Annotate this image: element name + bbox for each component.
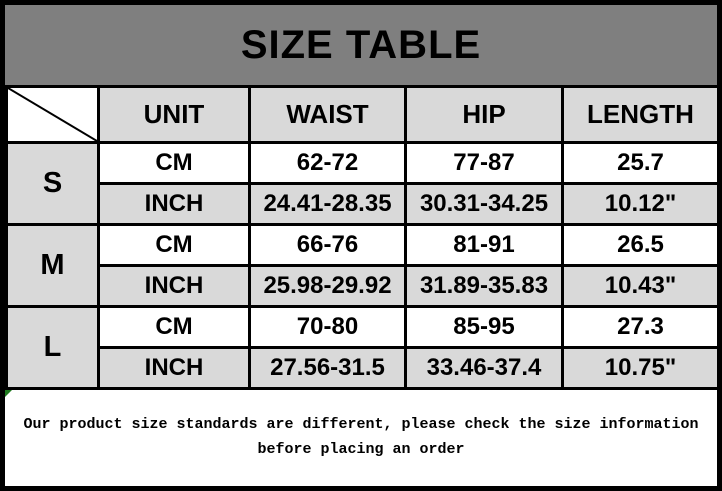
cell-s-cm-hip: 77-87 bbox=[404, 141, 564, 185]
footer-line-1: Our product size standards are different… bbox=[23, 416, 699, 434]
column-header-hip: HIP bbox=[404, 85, 564, 144]
cell-m-inch-hip: 31.89-35.83 bbox=[404, 264, 564, 308]
footer-note: Our product size standards are different… bbox=[5, 390, 717, 486]
title-bar: SIZE TABLE bbox=[5, 5, 717, 85]
header-row: UNIT WAIST HIP LENGTH bbox=[5, 85, 717, 144]
cell-m-inch-waist: 25.98-29.92 bbox=[248, 264, 407, 308]
size-label-l: L bbox=[5, 305, 100, 390]
cell-comment-marker-icon bbox=[5, 390, 12, 397]
cell-s-cm-unit: CM bbox=[97, 141, 251, 185]
cell-l-inch-length: 10.75" bbox=[561, 346, 717, 390]
column-header-waist: WAIST bbox=[248, 85, 407, 144]
cell-l-inch-hip: 33.46-37.4 bbox=[404, 346, 564, 390]
cell-m-cm-waist: 66-76 bbox=[248, 223, 407, 267]
cell-s-inch-length: 10.12" bbox=[561, 182, 717, 226]
cell-l-cm-length: 27.3 bbox=[561, 305, 717, 349]
cell-l-cm-unit: CM bbox=[97, 305, 251, 349]
cell-s-cm-waist: 62-72 bbox=[248, 141, 407, 185]
cell-m-cm-length: 26.5 bbox=[561, 223, 717, 267]
table-row-s-inch: INCH 24.41-28.35 30.31-34.25 10.12" bbox=[7, 182, 717, 226]
cell-s-cm-length: 25.7 bbox=[561, 141, 717, 185]
cell-s-inch-hip: 30.31-34.25 bbox=[404, 182, 564, 226]
table-row-m-inch: INCH 25.98-29.92 31.89-35.83 10.43" bbox=[7, 264, 717, 308]
footer-line-2: before placing an order bbox=[257, 441, 465, 458]
cell-m-inch-length: 10.43" bbox=[561, 264, 717, 308]
cell-m-inch-unit: INCH bbox=[97, 264, 251, 308]
column-header-unit: UNIT bbox=[97, 85, 251, 144]
cell-l-inch-waist: 27.56-31.5 bbox=[248, 346, 407, 390]
table-row-l-cm: L CM 70-80 85-95 27.3 bbox=[5, 305, 717, 390]
table-row-l-inch: INCH 27.56-31.5 33.46-37.4 10.75" bbox=[7, 346, 717, 390]
column-header-length: LENGTH bbox=[561, 85, 717, 144]
cell-s-inch-unit: INCH bbox=[97, 182, 251, 226]
cell-l-cm-hip: 85-95 bbox=[404, 305, 564, 349]
cell-l-cm-waist: 70-80 bbox=[248, 305, 407, 349]
page-title: SIZE TABLE bbox=[240, 22, 482, 67]
size-label-m: M bbox=[5, 223, 100, 308]
size-table: UNIT WAIST HIP LENGTH S CM 62-72 77-87 2… bbox=[5, 85, 717, 390]
diagonal-header-cell bbox=[5, 85, 100, 144]
diagonal-line-icon bbox=[8, 88, 97, 141]
cell-l-inch-unit: INCH bbox=[97, 346, 251, 390]
cell-s-inch-waist: 24.41-28.35 bbox=[248, 182, 407, 226]
table-row-m-cm: M CM 66-76 81-91 26.5 bbox=[5, 223, 717, 308]
table-row-s-cm: S CM 62-72 77-87 25.7 bbox=[5, 141, 717, 226]
cell-m-cm-hip: 81-91 bbox=[404, 223, 564, 267]
cell-m-cm-unit: CM bbox=[97, 223, 251, 267]
size-label-s: S bbox=[5, 141, 100, 226]
